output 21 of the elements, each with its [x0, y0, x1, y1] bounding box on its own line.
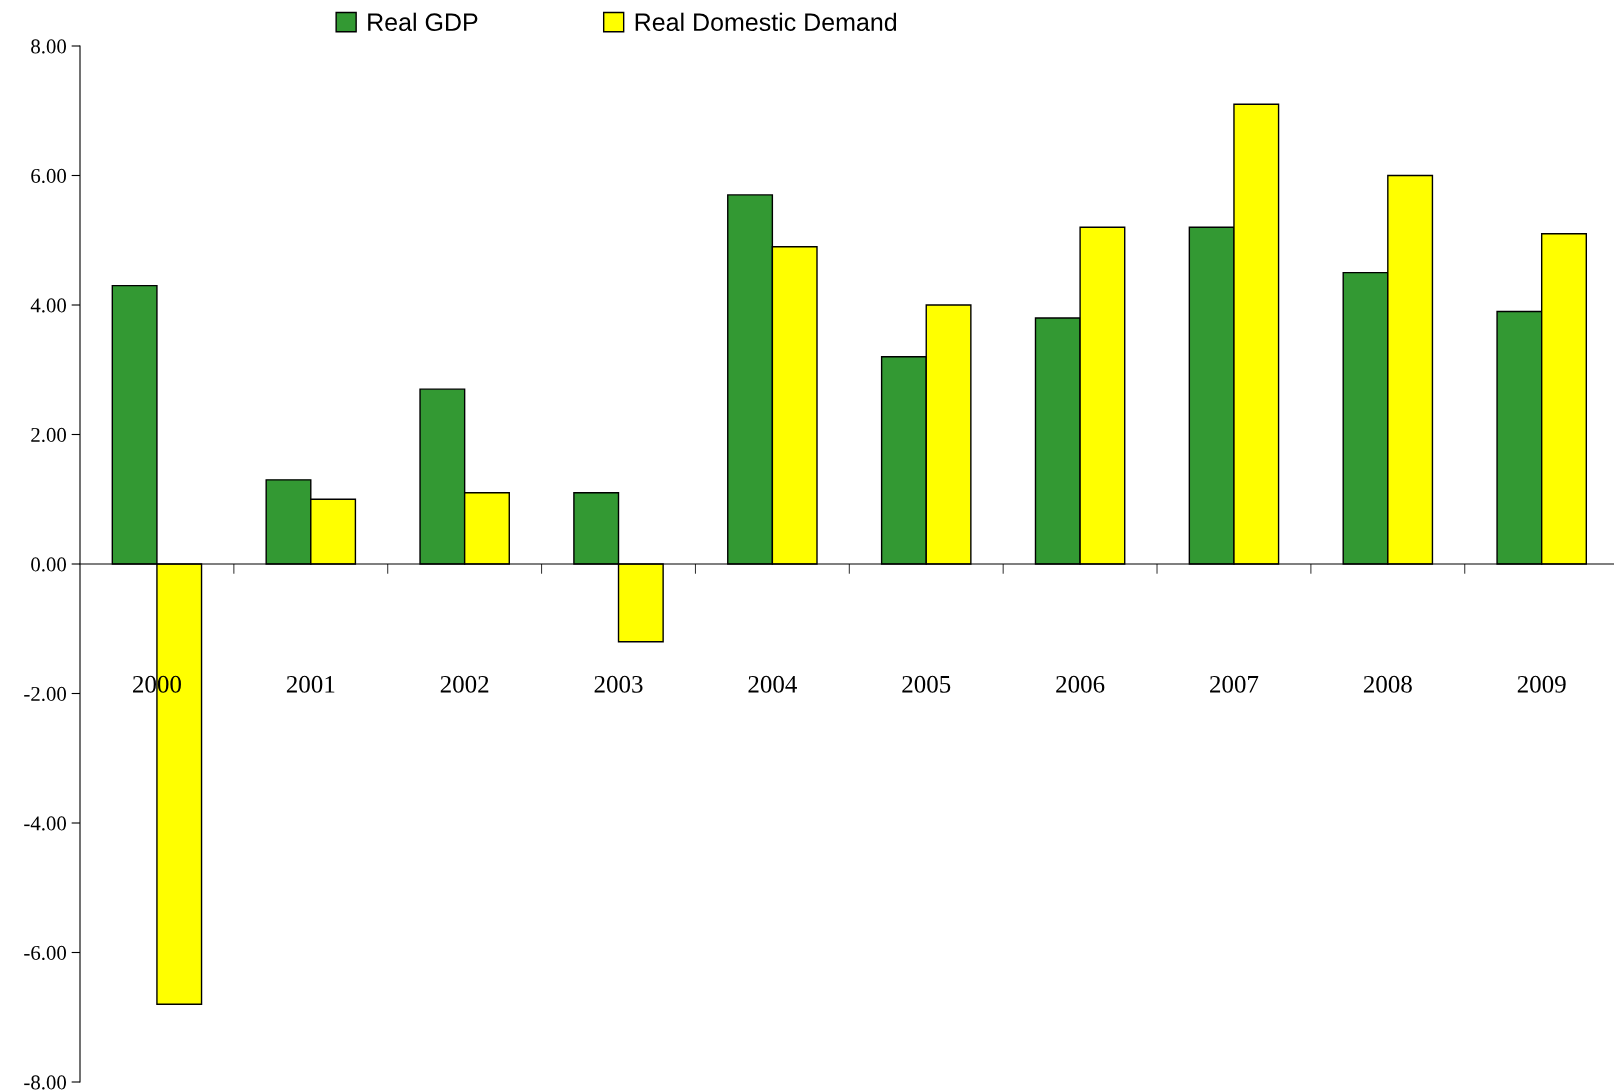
x-tick-label: 2005 [902, 675, 951, 693]
x-tick-label: 2008 [1363, 675, 1412, 693]
y-tick-label: -6.00 [24, 945, 67, 961]
x-tick-label: 2004 [748, 675, 797, 693]
x-tick-label: 2003 [594, 675, 643, 693]
legend-label: Real Domestic Demand [635, 12, 897, 32]
y-tick-label: 0.00 [31, 557, 67, 572]
y-tick-label: 6.00 [31, 168, 67, 184]
y-tick-label: 8.00 [31, 39, 67, 54]
x-tick-label: 2000 [133, 675, 181, 693]
x-tick-label: 2006 [1056, 675, 1105, 693]
x-tick-label: 2007 [1210, 675, 1259, 693]
x-tick-label: 2009 [1517, 675, 1566, 693]
y-tick-label: 4.00 [30, 298, 67, 313]
x-tick-label: 2002 [440, 675, 489, 693]
y-tick-label: 2.00 [31, 427, 67, 443]
y-tick-label: -8.00 [24, 1075, 67, 1090]
y-tick-label: -2.00 [24, 686, 67, 702]
legend-label: Real GDP [368, 12, 478, 32]
y-tick-label: -4.00 [24, 816, 67, 831]
x-tick-label: 2001 [286, 675, 335, 693]
